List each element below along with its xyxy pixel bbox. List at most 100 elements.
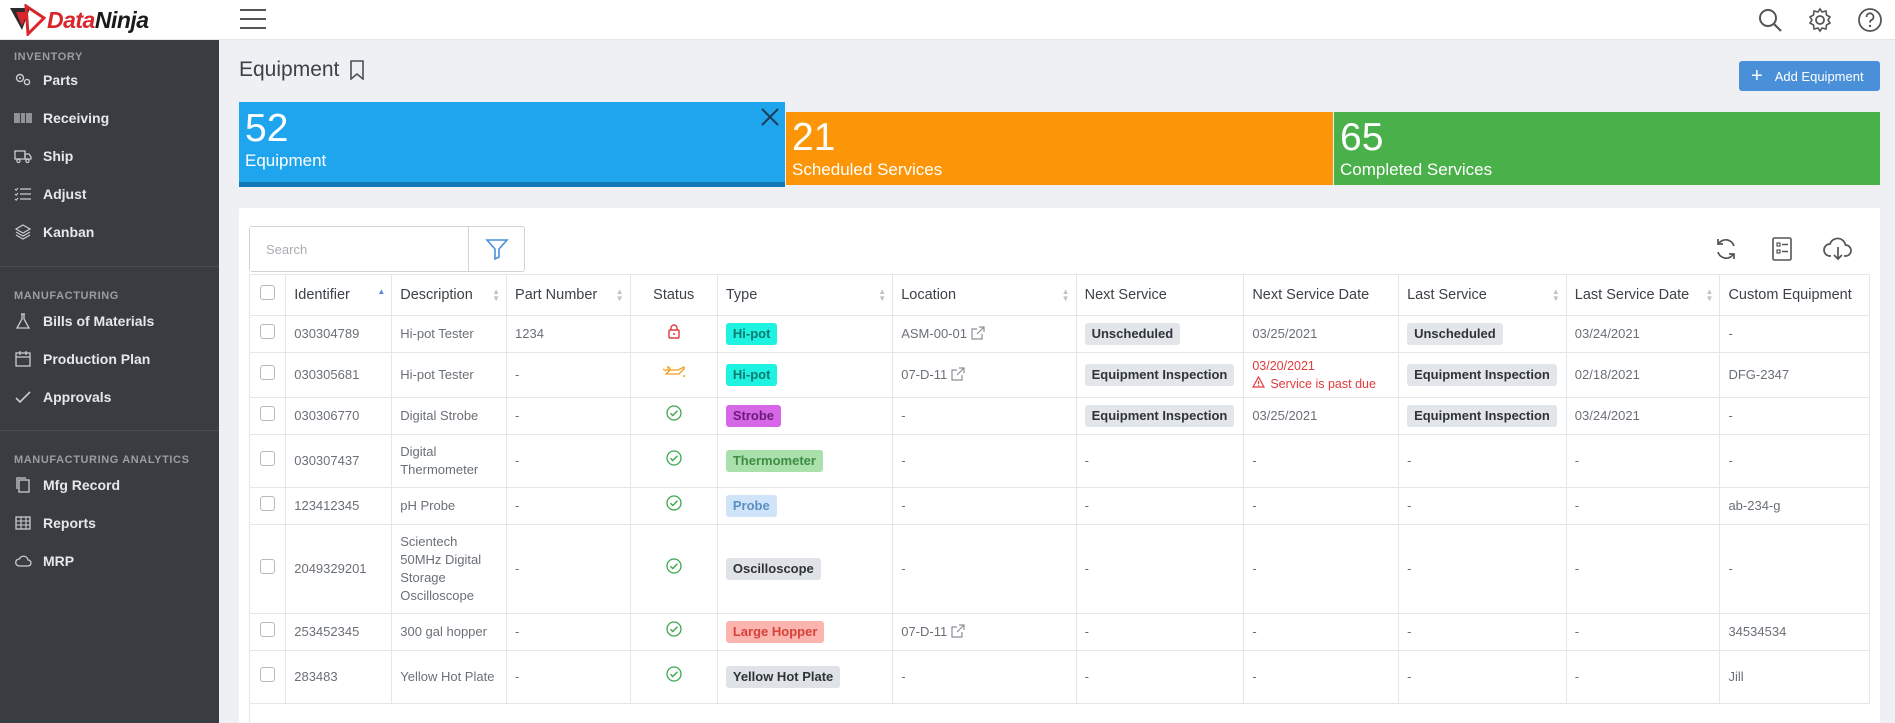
- cell-part-number: -: [506, 352, 631, 398]
- row-checkbox[interactable]: [260, 364, 276, 380]
- search-icon[interactable]: [1745, 0, 1795, 40]
- parts-icon: [15, 73, 31, 86]
- cell-last-service-date: -: [1566, 613, 1721, 651]
- column-header-status[interactable]: Status: [630, 275, 718, 316]
- oil-can-icon: [662, 365, 685, 377]
- table-row[interactable]: 2049329201 Scientech 50MHz Digital Stora…: [250, 524, 1870, 614]
- table-row[interactable]: 283483 Yellow Hot Plate - Yellow Hot Pla…: [250, 650, 1870, 704]
- row-checkbox[interactable]: [260, 323, 276, 339]
- bookmark-icon[interactable]: [349, 60, 365, 80]
- row-checkbox[interactable]: [260, 495, 276, 511]
- download-button[interactable]: [1814, 234, 1862, 264]
- cell-custom: -: [1719, 397, 1870, 435]
- cell-location: -: [892, 650, 1077, 704]
- row-checkbox[interactable]: [260, 450, 276, 466]
- sidebar-item-mrp[interactable]: MRP: [0, 542, 219, 580]
- table-row[interactable]: 030304789 Hi-pot Tester 1234 Hi-pot ASM-…: [250, 315, 1870, 353]
- cell-next-service-date: -: [1243, 487, 1400, 525]
- column-header-next-service[interactable]: Next Service: [1076, 275, 1245, 316]
- table-row[interactable]: 030306770 Digital Strobe - Strobe - Equi…: [250, 397, 1870, 435]
- sidebar-item-bills-of-materials[interactable]: Bills of Materials: [0, 302, 219, 340]
- cell-part-number: -: [506, 650, 631, 704]
- barcode-icon: [14, 113, 32, 123]
- kpi-completed-services[interactable]: 65 Completed Services: [1334, 112, 1880, 185]
- cell-last-service-date: -: [1566, 650, 1721, 704]
- cell-next-service: -: [1076, 524, 1245, 614]
- column-header-identifier[interactable]: Identifier ▲: [285, 275, 393, 316]
- cell-location: -: [892, 397, 1077, 435]
- sidebar-item-production-plan[interactable]: Production Plan: [0, 340, 219, 378]
- cell-custom: Jill: [1719, 650, 1870, 704]
- refresh-button[interactable]: [1702, 234, 1750, 264]
- sidebar-item-parts[interactable]: Parts: [0, 61, 219, 99]
- check-circle-icon: [666, 621, 682, 637]
- sidebar-item-reports[interactable]: Reports: [0, 504, 219, 542]
- search-input[interactable]: [250, 227, 468, 271]
- ninja-logo-icon: [10, 4, 46, 36]
- cell-custom: -: [1719, 315, 1870, 353]
- row-checkbox[interactable]: [260, 405, 276, 421]
- last-service-badge: Equipment Inspection: [1407, 363, 1557, 386]
- gear-icon[interactable]: [1795, 0, 1845, 40]
- sidebar-item-receiving[interactable]: Receiving: [0, 99, 219, 137]
- check-circle-icon: [666, 666, 682, 682]
- past-due-message: Service is past due: [1270, 376, 1376, 391]
- select-all-cell: [250, 275, 287, 316]
- external-link-icon[interactable]: [951, 366, 965, 381]
- cell-identifier: 030306770: [285, 397, 393, 435]
- column-header-next-service-date[interactable]: Next Service Date: [1243, 275, 1400, 316]
- column-header-custom-equipment[interactable]: Custom Equipment: [1719, 275, 1870, 316]
- help-icon[interactable]: [1845, 0, 1895, 40]
- sidebar-item-kanban[interactable]: Kanban: [0, 213, 219, 251]
- sidebar-item-adjust[interactable]: Adjust: [0, 175, 219, 213]
- table-row[interactable]: 030305681 Hi-pot Tester - Hi-pot 07-D-11…: [250, 352, 1870, 398]
- table-row[interactable]: 030307437 Digital Thermometer - Thermome…: [250, 434, 1870, 488]
- cell-location[interactable]: 07-D-11: [901, 366, 948, 382]
- external-link-icon[interactable]: [971, 325, 985, 340]
- column-header-part-number[interactable]: Part Number ▲ ▼: [506, 275, 631, 316]
- sidebar-item-ship[interactable]: Ship: [0, 137, 219, 175]
- cell-location[interactable]: 07-D-11: [901, 623, 948, 639]
- cell-custom: ab-234-g: [1719, 487, 1870, 525]
- column-header-last-service-date[interactable]: Last Service Date ▲ ▼: [1566, 275, 1721, 316]
- external-link-icon[interactable]: [951, 623, 965, 638]
- next-service-badge: Equipment Inspection: [1084, 363, 1235, 386]
- sidebar-item-mfg-record[interactable]: Mfg Record: [0, 466, 219, 504]
- cell-next-service-date: -: [1243, 524, 1400, 614]
- column-header-last-service[interactable]: Last Service ▲ ▼: [1398, 275, 1567, 316]
- sort-asc-icon: ▲: [377, 287, 386, 296]
- kpi-equipment[interactable]: 52 Equipment: [239, 102, 785, 187]
- type-badge: Thermometer: [725, 449, 823, 472]
- sidebar-item-approvals[interactable]: Approvals: [0, 378, 219, 416]
- page-title: Equipment: [239, 58, 365, 82]
- app-logo[interactable]: DataNinja: [8, 4, 149, 36]
- cell-description: 300 gal hopper: [391, 613, 508, 651]
- cell-last-service: -: [1398, 434, 1567, 488]
- column-settings-button[interactable]: [1758, 234, 1806, 264]
- close-icon[interactable]: [759, 106, 781, 128]
- filter-button[interactable]: [468, 227, 524, 271]
- cell-description: pH Probe: [391, 487, 508, 525]
- cell-identifier: 2049329201: [285, 524, 393, 614]
- table-row[interactable]: 253452345 300 gal hopper - Large Hopper …: [250, 613, 1870, 651]
- cell-next-service-date: 03/25/2021: [1243, 397, 1400, 435]
- kpi-value: 21: [792, 116, 836, 159]
- kpi-scheduled-services[interactable]: 21 Scheduled Services: [786, 112, 1333, 185]
- cell-last-service-date: 03/24/2021: [1566, 397, 1721, 435]
- sort-icon: ▲ ▼: [1551, 287, 1560, 303]
- column-header-type[interactable]: Type ▲ ▼: [717, 275, 894, 316]
- row-checkbox[interactable]: [260, 666, 276, 682]
- select-all-checkbox[interactable]: [260, 285, 276, 301]
- menu-toggle-icon[interactable]: [240, 9, 266, 31]
- next-service-badge: Unscheduled: [1084, 322, 1181, 345]
- row-checkbox[interactable]: [260, 621, 276, 637]
- add-equipment-button[interactable]: + Add Equipment: [1739, 61, 1880, 91]
- column-header-description[interactable]: Description ▲ ▼: [391, 275, 508, 316]
- table-row[interactable]: 123412345 pH Probe - Probe - - - - - ab-…: [250, 487, 1870, 525]
- cell-location[interactable]: ASM-00-01: [901, 325, 967, 341]
- column-header-location[interactable]: Location ▲ ▼: [892, 275, 1077, 316]
- sidebar-divider: [0, 430, 219, 431]
- row-checkbox[interactable]: [260, 558, 276, 574]
- cell-identifier: 030304789: [285, 315, 393, 353]
- cell-last-service: -: [1398, 650, 1567, 704]
